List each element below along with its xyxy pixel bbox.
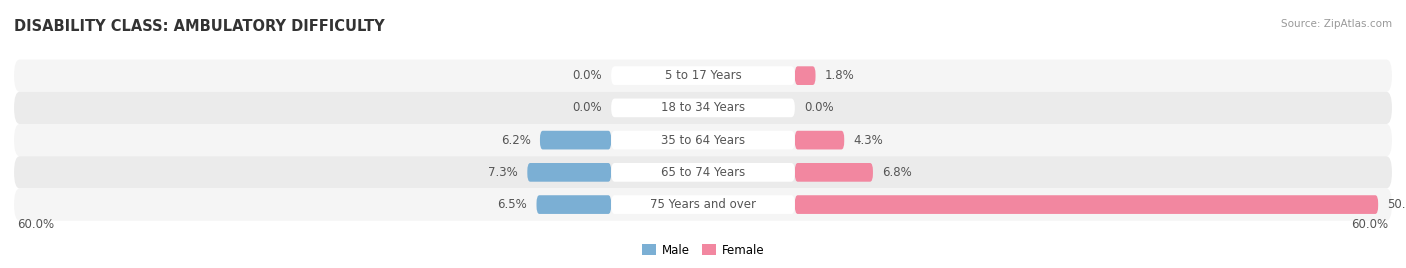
Legend: Male, Female: Male, Female [637,239,769,261]
Text: 18 to 34 Years: 18 to 34 Years [661,101,745,114]
Text: 4.3%: 4.3% [853,134,883,147]
FancyBboxPatch shape [612,99,794,117]
Text: 60.0%: 60.0% [17,218,55,231]
Text: Source: ZipAtlas.com: Source: ZipAtlas.com [1281,19,1392,29]
FancyBboxPatch shape [794,131,844,150]
FancyBboxPatch shape [14,59,1392,92]
FancyBboxPatch shape [794,66,815,85]
Text: 6.2%: 6.2% [501,134,531,147]
FancyBboxPatch shape [14,156,1392,188]
FancyBboxPatch shape [612,131,794,150]
Text: 1.8%: 1.8% [825,69,855,82]
Text: 60.0%: 60.0% [1351,218,1389,231]
Text: 75 Years and over: 75 Years and over [650,198,756,211]
FancyBboxPatch shape [14,92,1392,124]
FancyBboxPatch shape [794,163,873,182]
Text: 65 to 74 Years: 65 to 74 Years [661,166,745,179]
Text: DISABILITY CLASS: AMBULATORY DIFFICULTY: DISABILITY CLASS: AMBULATORY DIFFICULTY [14,19,385,34]
FancyBboxPatch shape [540,131,612,150]
FancyBboxPatch shape [14,124,1392,156]
Text: 6.5%: 6.5% [498,198,527,211]
FancyBboxPatch shape [14,188,1392,221]
FancyBboxPatch shape [612,66,794,85]
FancyBboxPatch shape [527,163,612,182]
Text: 50.8%: 50.8% [1388,198,1406,211]
FancyBboxPatch shape [794,195,1378,214]
FancyBboxPatch shape [612,195,794,214]
Text: 7.3%: 7.3% [488,166,519,179]
Text: 0.0%: 0.0% [572,69,602,82]
Text: 35 to 64 Years: 35 to 64 Years [661,134,745,147]
FancyBboxPatch shape [612,163,794,182]
Text: 5 to 17 Years: 5 to 17 Years [665,69,741,82]
Text: 0.0%: 0.0% [804,101,834,114]
Text: 6.8%: 6.8% [882,166,912,179]
Text: 0.0%: 0.0% [572,101,602,114]
FancyBboxPatch shape [537,195,612,214]
